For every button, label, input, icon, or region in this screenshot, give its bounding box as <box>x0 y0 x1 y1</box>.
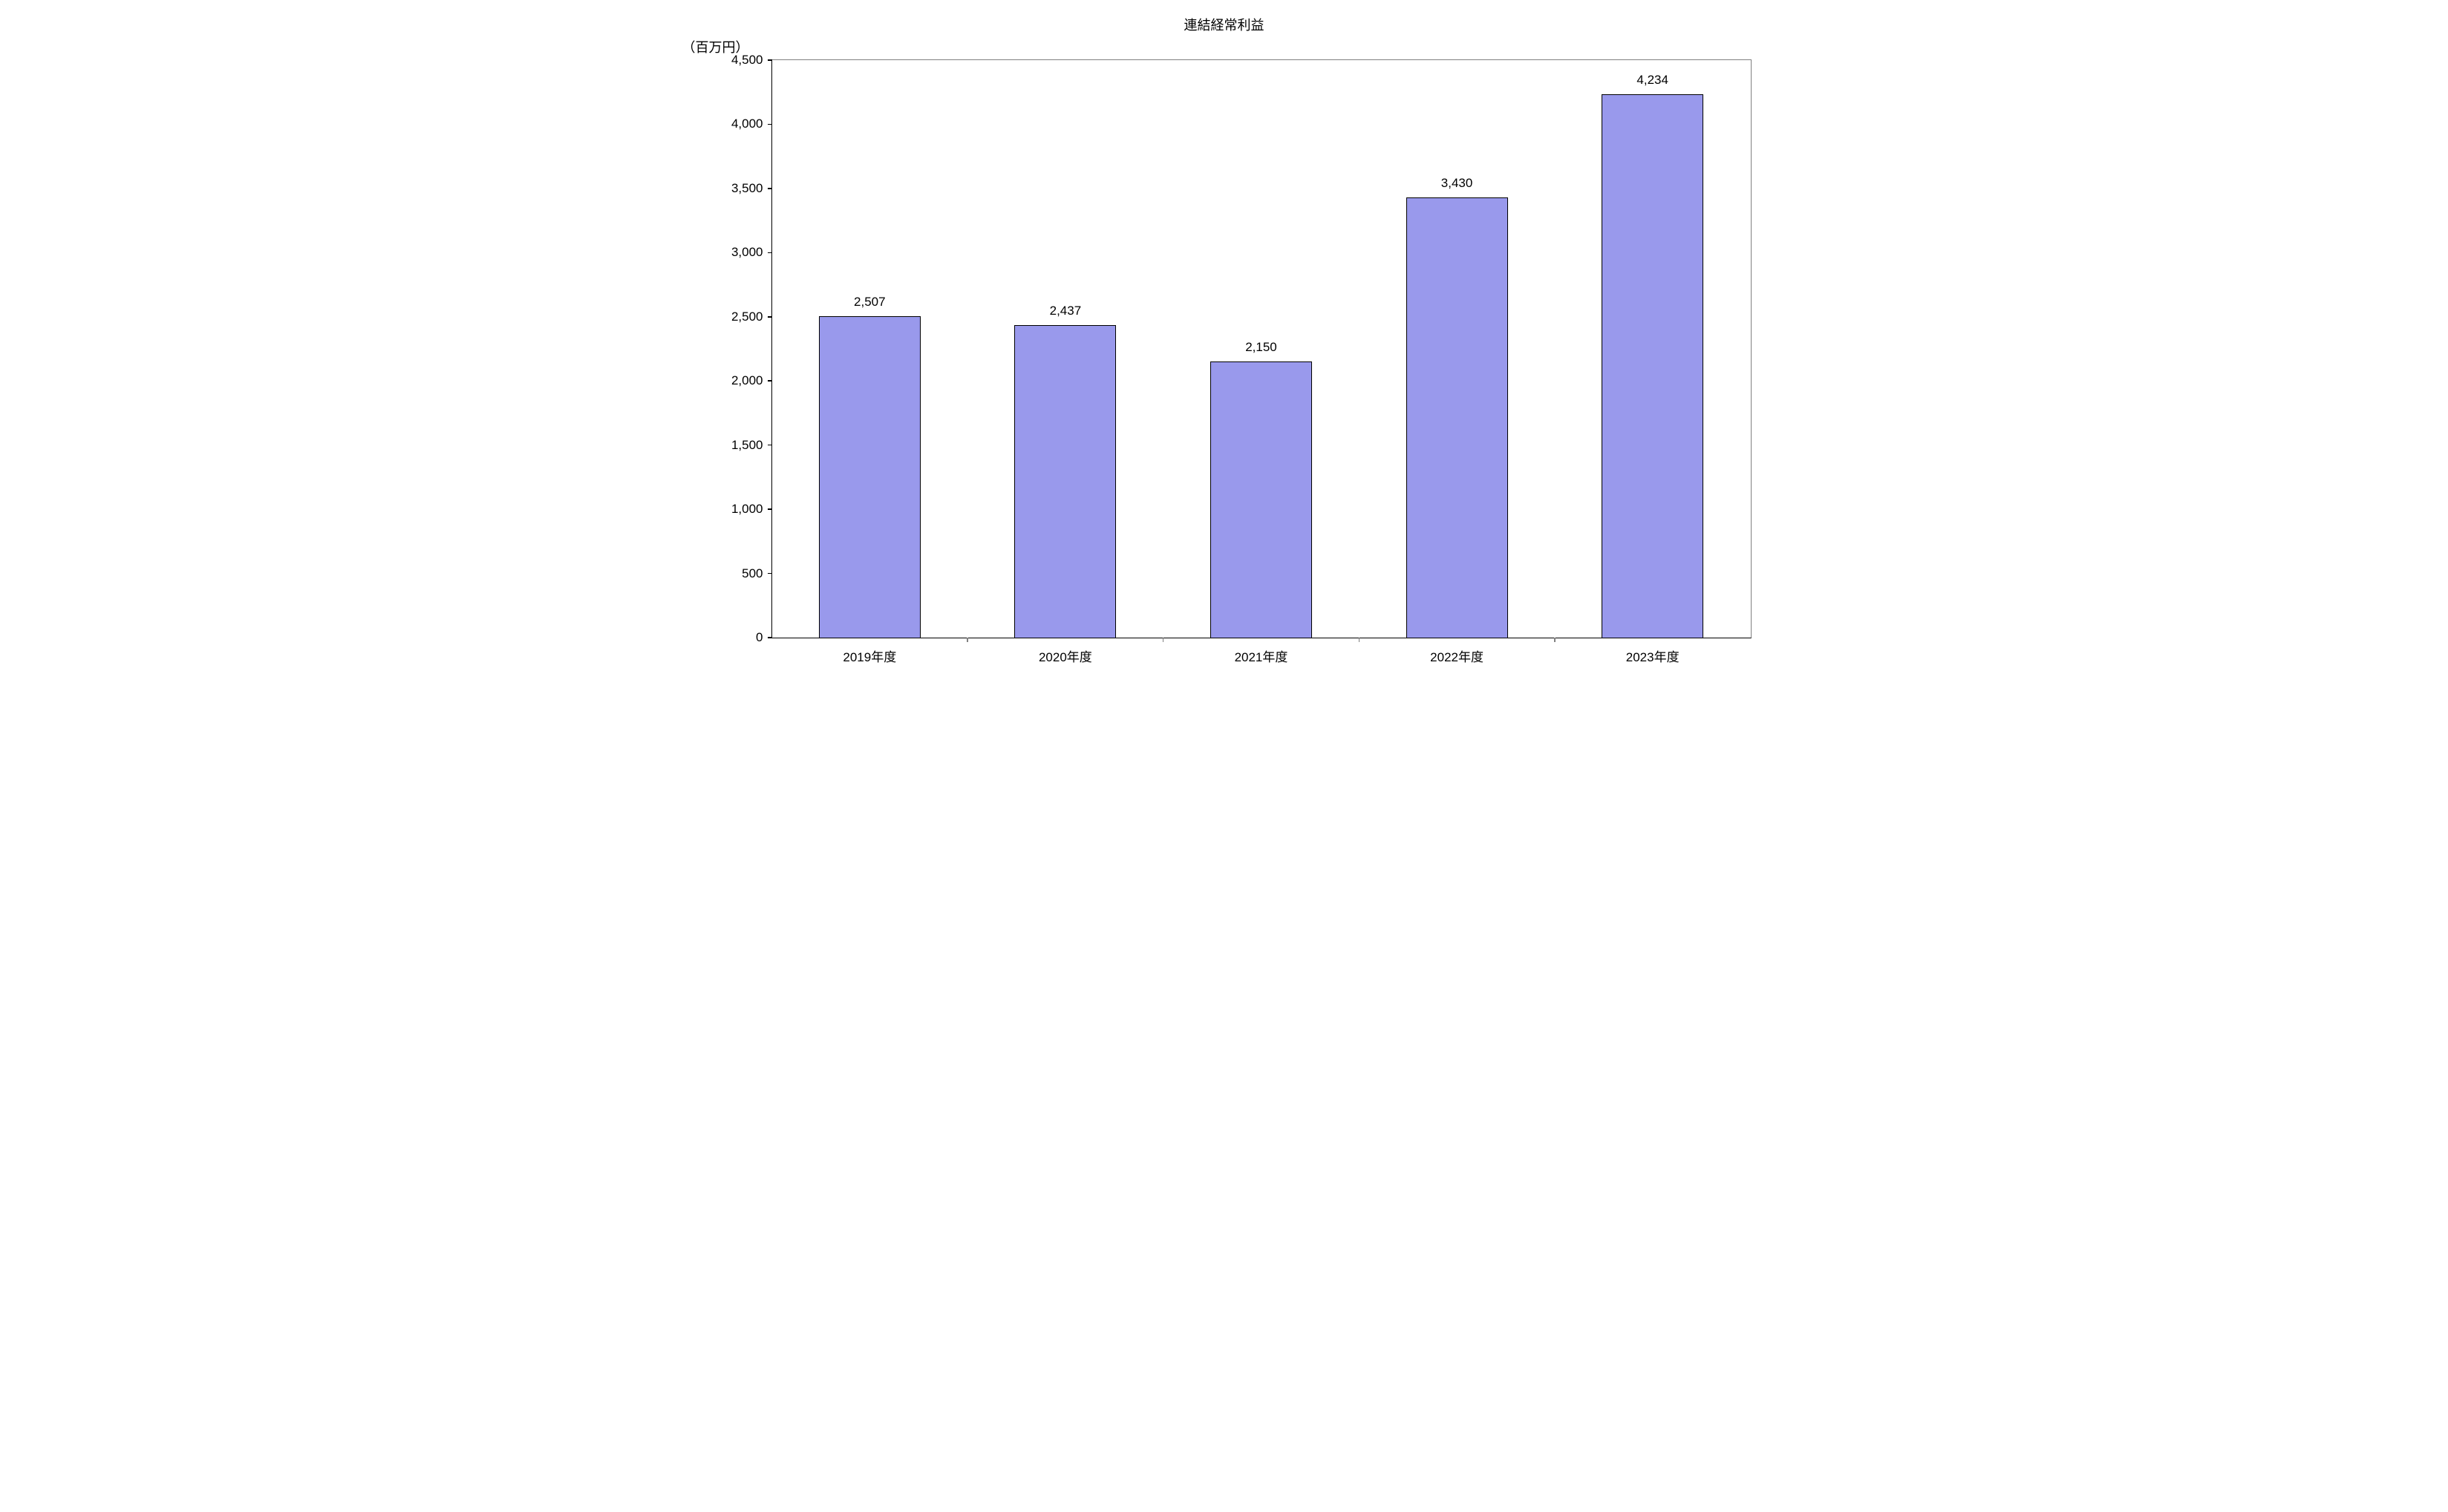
bar-slot: 2,437 <box>967 60 1163 638</box>
y-tick-label: 2,000 <box>731 373 772 388</box>
y-tick-label: 4,000 <box>731 117 772 131</box>
x-axis-label: 2023年度 <box>1555 647 1751 665</box>
bar-value-label: 4,234 <box>1636 73 1668 95</box>
bar-value-label: 2,507 <box>854 295 886 317</box>
bar-value-label: 3,430 <box>1441 176 1473 198</box>
y-tick-label: 3,000 <box>731 245 772 260</box>
y-tick-label: 1,000 <box>731 502 772 517</box>
bars-container: 2,507 2,437 2,150 3,430 4,234 <box>772 60 1751 638</box>
y-tick-label: 1,500 <box>731 438 772 453</box>
x-axis-labels: 2019年度2020年度2021年度2022年度2023年度 <box>772 638 1751 665</box>
x-axis-label: 2020年度 <box>967 647 1163 665</box>
y-tick-label: 2,500 <box>731 310 772 324</box>
bar-slot: 3,430 <box>1359 60 1555 638</box>
bar: 2,150 <box>1210 361 1312 638</box>
bar-slot: 4,234 <box>1555 60 1751 638</box>
y-tick-label: 3,500 <box>731 181 772 196</box>
bar: 2,437 <box>1014 325 1116 638</box>
plot-area: 05001,0001,5002,0002,5003,0003,5004,0004… <box>771 59 1752 638</box>
x-axis-label: 2021年度 <box>1163 647 1360 665</box>
bar: 3,430 <box>1406 197 1508 638</box>
bar-value-label: 2,437 <box>1050 304 1082 326</box>
x-axis-label: 2019年度 <box>772 647 968 665</box>
bar-slot: 2,150 <box>1163 60 1360 638</box>
chart-container: 連結経常利益 （百万円） 05001,0001,5002,0002,5003,0… <box>682 15 1766 683</box>
bar-slot: 2,507 <box>772 60 968 638</box>
bar-value-label: 2,150 <box>1245 340 1277 362</box>
plot-outer: 05001,0001,5002,0002,5003,0003,5004,0004… <box>771 59 1752 638</box>
y-tick-label: 4,500 <box>731 53 772 68</box>
chart-title: 連結経常利益 <box>682 15 1766 34</box>
bar: 4,234 <box>1602 94 1703 638</box>
bar: 2,507 <box>819 316 921 638</box>
x-axis-label: 2022年度 <box>1359 647 1555 665</box>
